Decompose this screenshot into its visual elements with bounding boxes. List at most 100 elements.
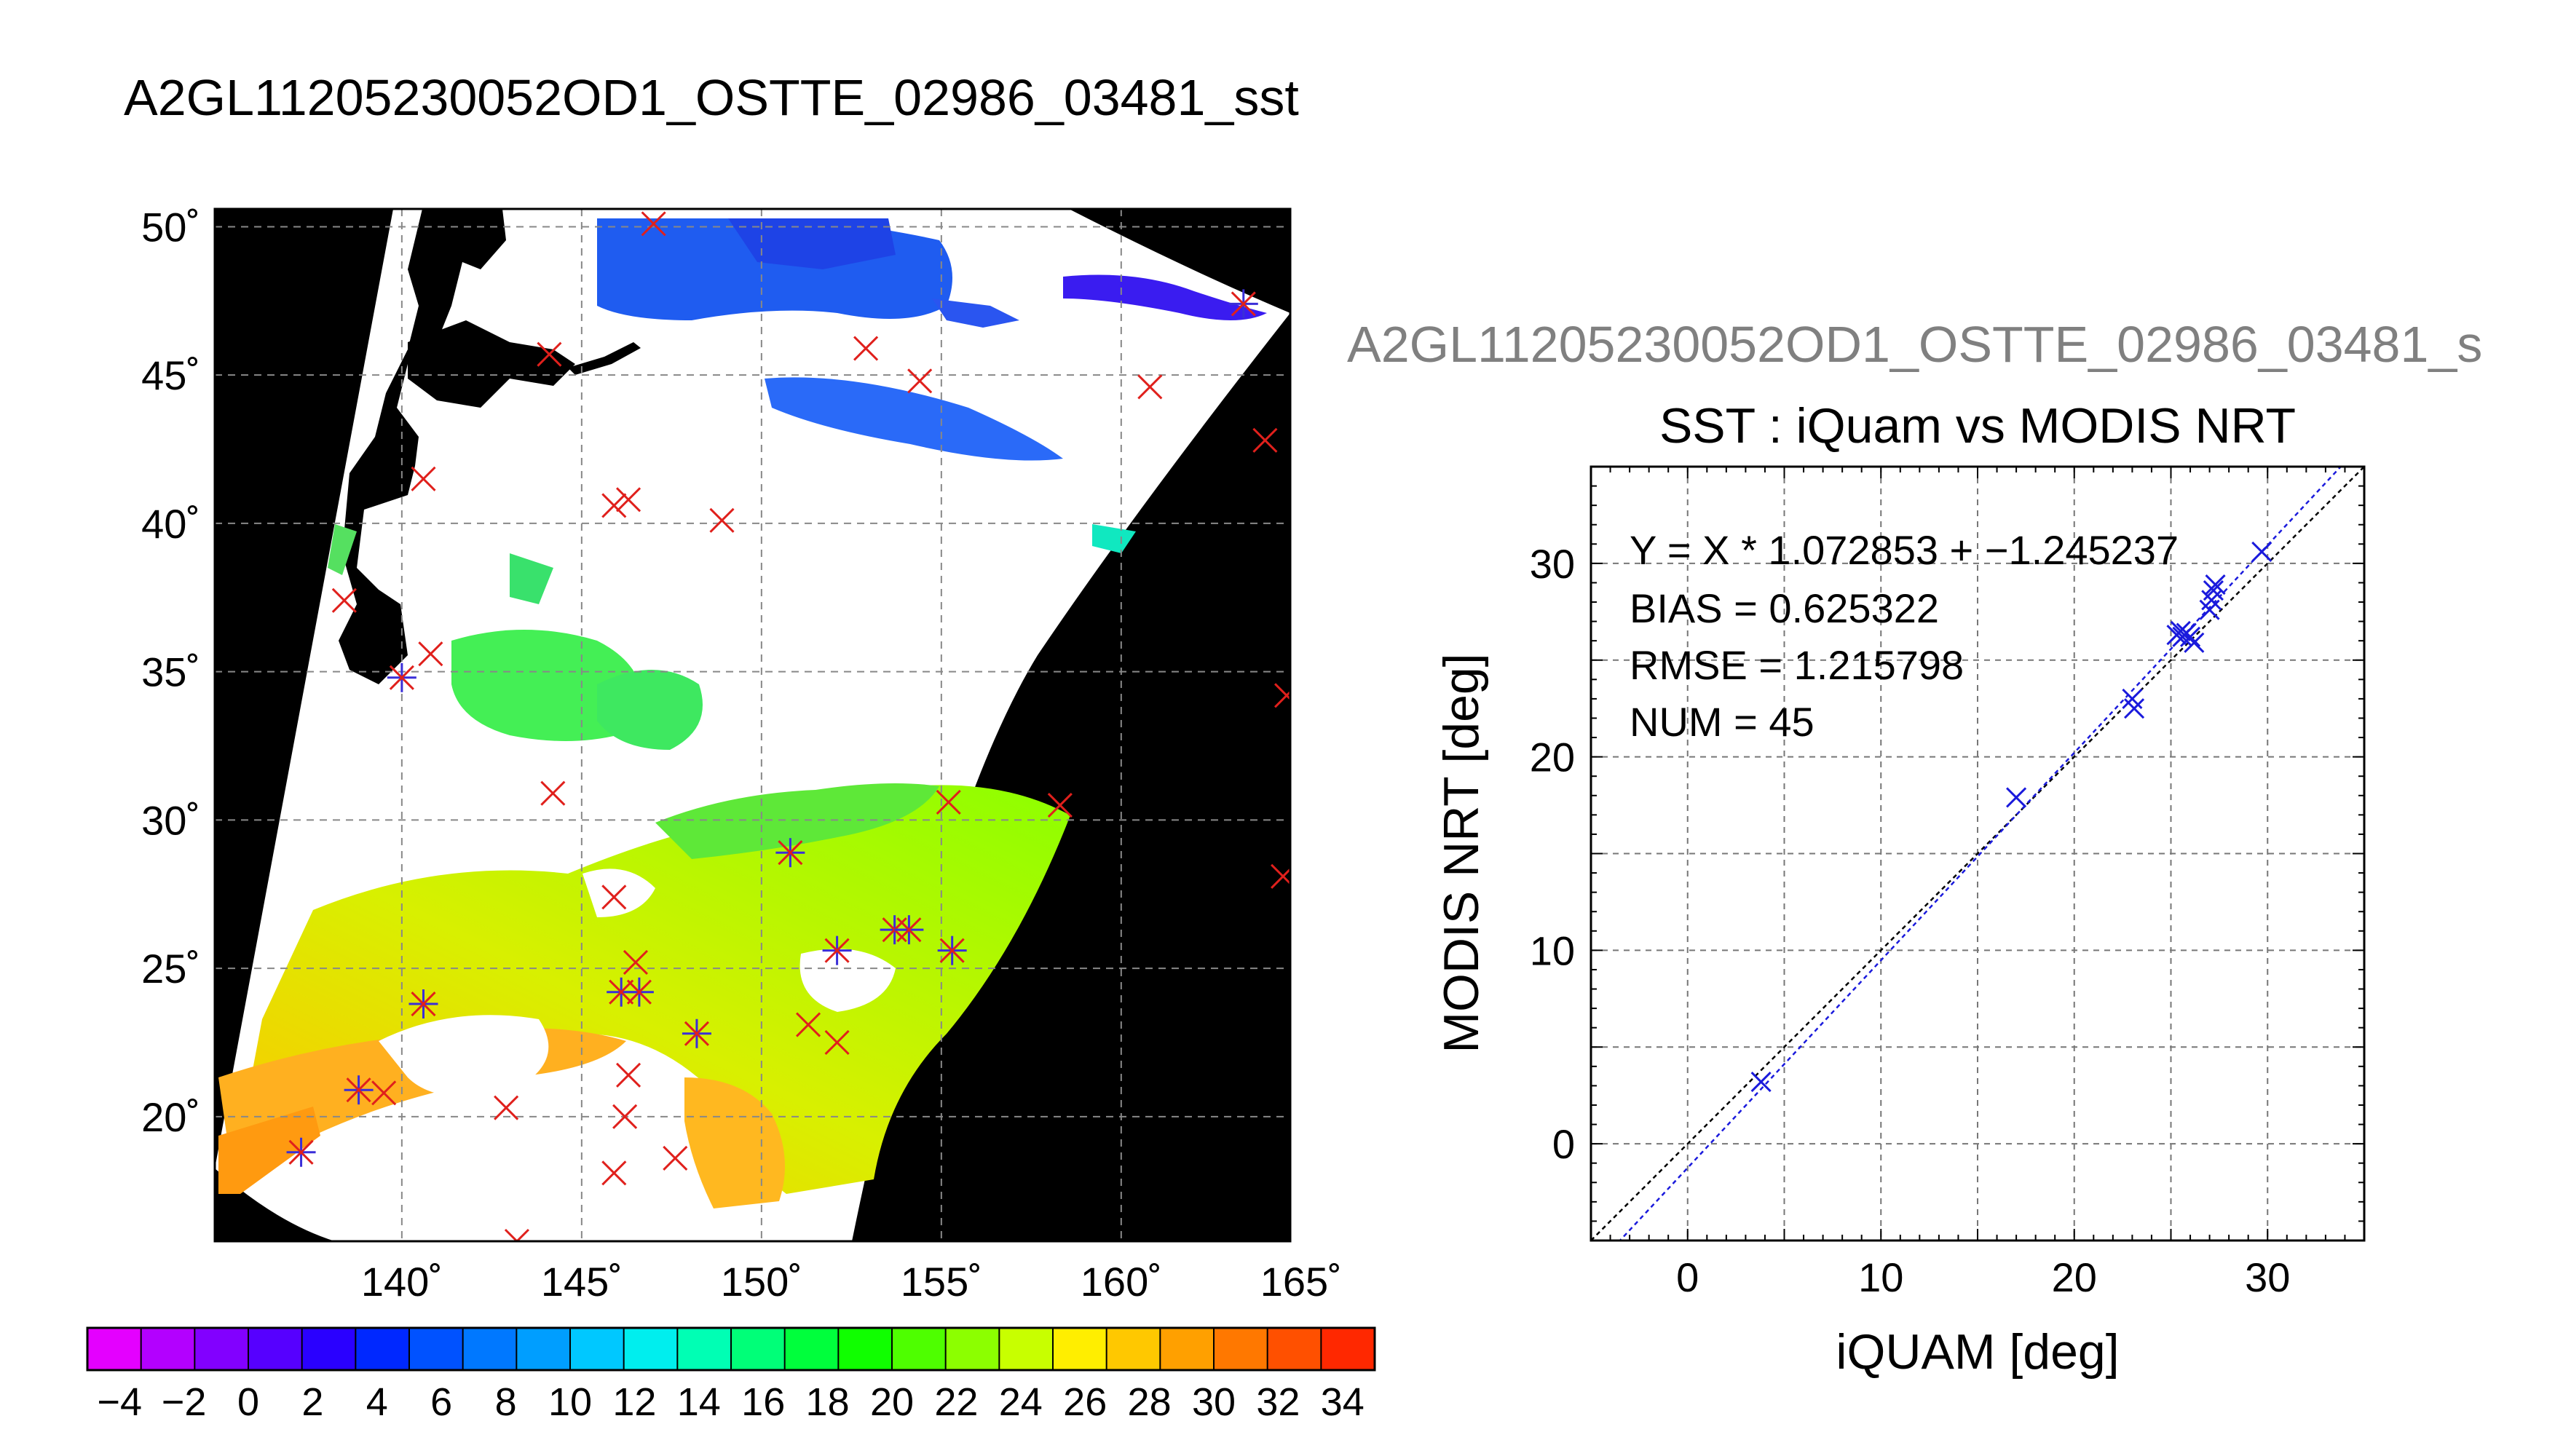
scatter-y-label: MODIS NRT [deg] <box>1434 653 1489 1053</box>
colorbar-frame <box>86 1326 1376 1372</box>
colorbar-tick-label: 12 <box>612 1380 656 1424</box>
station-marker <box>853 336 879 361</box>
map-lon-tick-label: 165˚ <box>1260 1259 1342 1305</box>
scatter-y-tick-label: 30 <box>1530 541 1575 587</box>
station-marker <box>601 885 627 910</box>
colorbar-swatch <box>731 1328 786 1370</box>
stats-box: Y = X * 1.072853 + −1.245237 BIAS = 0.62… <box>1630 527 2179 745</box>
colorbar-swatch <box>141 1328 195 1370</box>
japan-land <box>339 209 506 684</box>
scatter-x-tick-label: 10 <box>1858 1254 1903 1300</box>
matched-station-marker <box>344 1075 374 1105</box>
scatter-point <box>2203 580 2224 601</box>
colorbar: −4 −2 0 2 4 6 8 10 12 14 16 18 20 22 24 26 28 30 32 34 <box>86 1326 1376 1424</box>
scatter-x-tick-label: 30 <box>2245 1254 2290 1300</box>
colorbar-swatch <box>623 1328 678 1370</box>
colorbar-swatch <box>1214 1328 1268 1370</box>
station-marker <box>616 1062 641 1088</box>
scatter-y-tick-label: 0 <box>1552 1121 1575 1167</box>
map-title: A2GL11205230052OD1_OSTTE_02986_03481_sst <box>124 69 1299 126</box>
colorbar-tick-label: 34 <box>1321 1380 1365 1424</box>
station-marker <box>907 368 933 394</box>
station-marker <box>709 507 735 533</box>
stats-bias: BIAS = 0.625322 <box>1630 585 1939 631</box>
map-lat-tick-label: 50˚ <box>141 204 200 250</box>
map-frame <box>213 207 1292 1243</box>
scatter-grid <box>1591 467 2364 1241</box>
matched-station-marker <box>387 662 416 692</box>
colorbar-tick-label: 30 <box>1192 1380 1236 1424</box>
colorbar-tick-label: 10 <box>548 1380 592 1424</box>
colorbar-tick-label: 4 <box>366 1380 388 1424</box>
colorbar-swatch <box>194 1328 249 1370</box>
station-marker <box>1047 792 1073 818</box>
station-marker <box>504 1228 530 1241</box>
stats-num: NUM = 45 <box>1630 699 1814 745</box>
map-lat-tick-label: 45˚ <box>141 352 200 398</box>
matched-station-marker <box>1228 289 1258 319</box>
station-marker <box>936 789 961 815</box>
colorbar-swatch <box>87 1328 142 1370</box>
scatter-points <box>1750 541 2272 1093</box>
station-marker <box>663 1145 688 1171</box>
matched-station-marker <box>682 1018 711 1048</box>
station-marker <box>601 493 627 518</box>
colorbar-swatch <box>570 1328 625 1370</box>
hokkaido-land <box>408 320 575 408</box>
scatter-title: SST : iQuam vs MODIS NRT <box>1659 398 2296 454</box>
scatter-ticks: 0 10 20 30 0 10 20 30 <box>1530 466 2365 1300</box>
scatter-point <box>2179 626 2201 647</box>
map-lon-tick-label: 160˚ <box>1081 1259 1162 1305</box>
scatter-point <box>2184 632 2205 653</box>
map-grid <box>215 209 1290 1241</box>
colorbar-swatch <box>1321 1328 1375 1370</box>
colorbar-swatch <box>301 1328 356 1370</box>
station-marker <box>494 1095 519 1120</box>
station-marker <box>623 949 649 976</box>
scatter-x-tick-label: 0 <box>1676 1254 1699 1300</box>
station-marker <box>641 211 666 237</box>
scatter-point <box>2251 541 2272 562</box>
station-marker <box>418 641 443 667</box>
colorbar-tick-label: 32 <box>1256 1380 1300 1424</box>
colorbar-swatch <box>784 1328 839 1370</box>
colorbar-swatch <box>999 1328 1054 1370</box>
scatter-point <box>2006 787 2027 808</box>
colorbar-tick-label: −2 <box>162 1380 207 1424</box>
map-lat-tick-label: 25˚ <box>141 946 200 992</box>
colorbar-tick-label: 28 <box>1128 1380 1172 1424</box>
matched-station-marker <box>822 935 852 965</box>
station-marker <box>601 1160 627 1186</box>
map-lon-tick-label: 155˚ <box>901 1259 982 1305</box>
station-marker <box>411 466 436 491</box>
colorbar-tick-label: 14 <box>677 1380 721 1424</box>
colorbar-swatch <box>677 1328 732 1370</box>
map-lon-tick-label: 150˚ <box>721 1259 802 1305</box>
station-markers <box>286 211 1324 1241</box>
station-marker <box>612 1104 638 1129</box>
colorbar-tick-label: 2 <box>301 1380 323 1424</box>
map-lat-tick-label: 30˚ <box>141 797 200 843</box>
matched-station-marker <box>775 838 805 868</box>
scatter-x-label: iQUAM [deg] <box>1836 1324 2119 1380</box>
colorbar-tick-label: 18 <box>806 1380 850 1424</box>
map-lat-tick-label: 20˚ <box>141 1094 200 1140</box>
colorbar-tick-label: 6 <box>430 1380 452 1424</box>
colorbar-swatch <box>516 1328 571 1370</box>
sst-map: 50˚ 45˚ 40˚ 35˚ 30˚ 25˚ 20˚ 140˚ 145˚ 150˚ 155˚ 160… <box>141 204 1342 1305</box>
station-marker <box>1300 832 1324 855</box>
colorbar-swatch <box>1267 1328 1322 1370</box>
station-marker <box>1137 374 1163 400</box>
one-to-one-line <box>1591 467 2364 1241</box>
colorbar-tick-label: −4 <box>97 1380 142 1424</box>
matched-station-marker <box>286 1137 316 1167</box>
map-lat-tick-label: 40˚ <box>141 501 200 547</box>
station-marker <box>1273 683 1290 708</box>
colorbar-swatch <box>1053 1328 1107 1370</box>
colorbar-swatch <box>248 1328 303 1370</box>
colorbar-swatch <box>945 1328 1000 1370</box>
stats-fit-equation: Y = X * 1.072853 + −1.245237 <box>1630 527 2179 573</box>
warm-region <box>240 785 1070 1194</box>
regression-line <box>1619 467 2342 1241</box>
